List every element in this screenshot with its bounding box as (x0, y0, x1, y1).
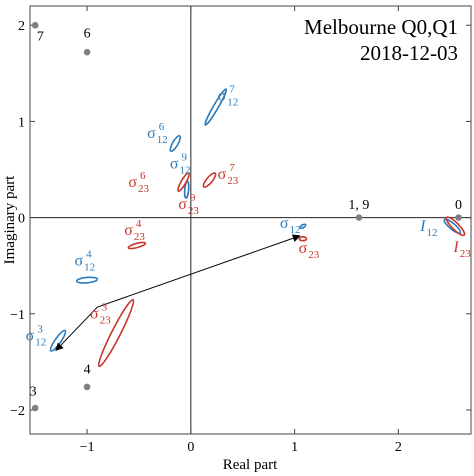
chart-subtitle: 2018-12-03 (360, 41, 458, 65)
x-axis-label: Real part (223, 457, 278, 473)
label-superscript: 9 (190, 192, 196, 204)
label-subscript: 12 (35, 337, 46, 349)
gray-point (31, 21, 39, 29)
label-subscript: 23 (308, 249, 320, 261)
label-subscript: 12 (84, 262, 95, 274)
arrow-to-sigma3 (55, 306, 98, 352)
label-superscript: 4 (86, 249, 92, 261)
label-superscript: 3 (37, 324, 43, 336)
data-points: 0 1, 9 6 7 4 3 (30, 21, 462, 412)
gray-point (83, 48, 91, 56)
series-label-red: σ 236 (128, 170, 149, 195)
gray-point (455, 214, 462, 221)
y-axis-label: Imaginary part (2, 175, 18, 265)
x-tick-label: −1 (80, 440, 95, 455)
gray-point (355, 214, 363, 221)
ellipse-red (202, 172, 217, 188)
point-label: 3 (30, 385, 37, 400)
point-label: 4 (84, 362, 91, 377)
label-base: σ (74, 253, 83, 270)
label-base: I (419, 218, 426, 235)
point-label: 6 (84, 27, 91, 42)
series-label-blue: σ 123 (26, 324, 47, 349)
label-superscript: 3 (102, 302, 108, 314)
arrow-to-sigma (97, 234, 301, 308)
series-label-red: σ 234 (124, 218, 145, 243)
series-label-red: σ 237 (218, 162, 239, 187)
plot-frame (29, 5, 472, 435)
label-superscript: 6 (140, 170, 146, 182)
label-base: σ (128, 174, 137, 191)
point-label: 1, 9 (348, 198, 369, 213)
x-tick-label: 2 (395, 440, 402, 455)
y-tick-label: 0 (18, 212, 25, 227)
label-subscript: 23 (460, 248, 472, 260)
label-subscript: 23 (100, 315, 112, 327)
label-superscript: 9 (182, 152, 188, 164)
series-label-blue: I 12 (419, 218, 437, 239)
label-base: σ (218, 166, 227, 183)
x-tick-label: 1 (291, 440, 298, 455)
chart-title: Melbourne Q0,Q1 (304, 15, 458, 39)
label-subscript: 12 (180, 165, 191, 177)
y-tick-label: −1 (10, 308, 25, 323)
label-superscript: 7 (229, 83, 235, 95)
ellipse-blue (299, 223, 307, 230)
y-tick-label: −2 (10, 404, 25, 419)
label-base: σ (147, 125, 156, 142)
label-subscript: 12 (290, 224, 301, 236)
ellipses (49, 88, 466, 368)
ellipse-red (177, 172, 190, 192)
series-label-blue: σ 129 (170, 152, 191, 177)
ellipse-blue (49, 329, 67, 352)
label-subscript: 12 (157, 134, 168, 146)
label-base: σ (299, 240, 308, 257)
x-tick-label: 0 (187, 440, 194, 455)
label-base: σ (218, 87, 227, 104)
axes (30, 6, 471, 434)
label-base: σ (124, 222, 133, 239)
label-subscript: 23 (138, 183, 150, 195)
series-label-red: σ 23 (299, 240, 320, 261)
y-tick-label: 2 (18, 19, 25, 34)
series-label-blue: σ 126 (147, 121, 168, 146)
series-label-red: σ 239 (178, 192, 199, 217)
label-superscript: 6 (159, 121, 165, 133)
ellipse-blue (204, 88, 228, 126)
series-label-red: I 23 (452, 239, 471, 260)
arrows (55, 234, 301, 352)
y-tick-label: 1 (18, 115, 25, 130)
label-base: σ (26, 328, 35, 345)
ellipse-blue (169, 134, 182, 153)
label-subscript: 23 (227, 175, 239, 187)
label-base: σ (280, 215, 289, 232)
label-base: σ (90, 306, 99, 323)
ellipse-blue (75, 276, 99, 284)
series-label-blue: σ 12 (280, 215, 301, 236)
label-base: σ (178, 196, 187, 213)
series-label-blue: σ 127 (218, 83, 239, 108)
gray-point (83, 383, 91, 391)
ellipse-red (127, 241, 147, 250)
ellipse-blue (443, 218, 462, 235)
gray-point (31, 404, 39, 412)
series-label-blue: σ 124 (74, 249, 95, 274)
label-superscript: 4 (136, 218, 142, 230)
point-label: 7 (37, 30, 44, 45)
ellipse-red (97, 298, 135, 368)
label-subscript: 12 (227, 96, 238, 108)
point-label: 0 (455, 198, 462, 213)
label-subscript: 23 (188, 205, 200, 217)
label-subscript: 23 (134, 231, 146, 243)
series-label-red: σ 233 (90, 302, 111, 327)
ellipse-red (445, 216, 466, 237)
label-subscript: 12 (426, 227, 437, 239)
label-superscript: 7 (229, 162, 235, 174)
label-base: σ (170, 156, 179, 173)
label-base: I (452, 239, 459, 256)
